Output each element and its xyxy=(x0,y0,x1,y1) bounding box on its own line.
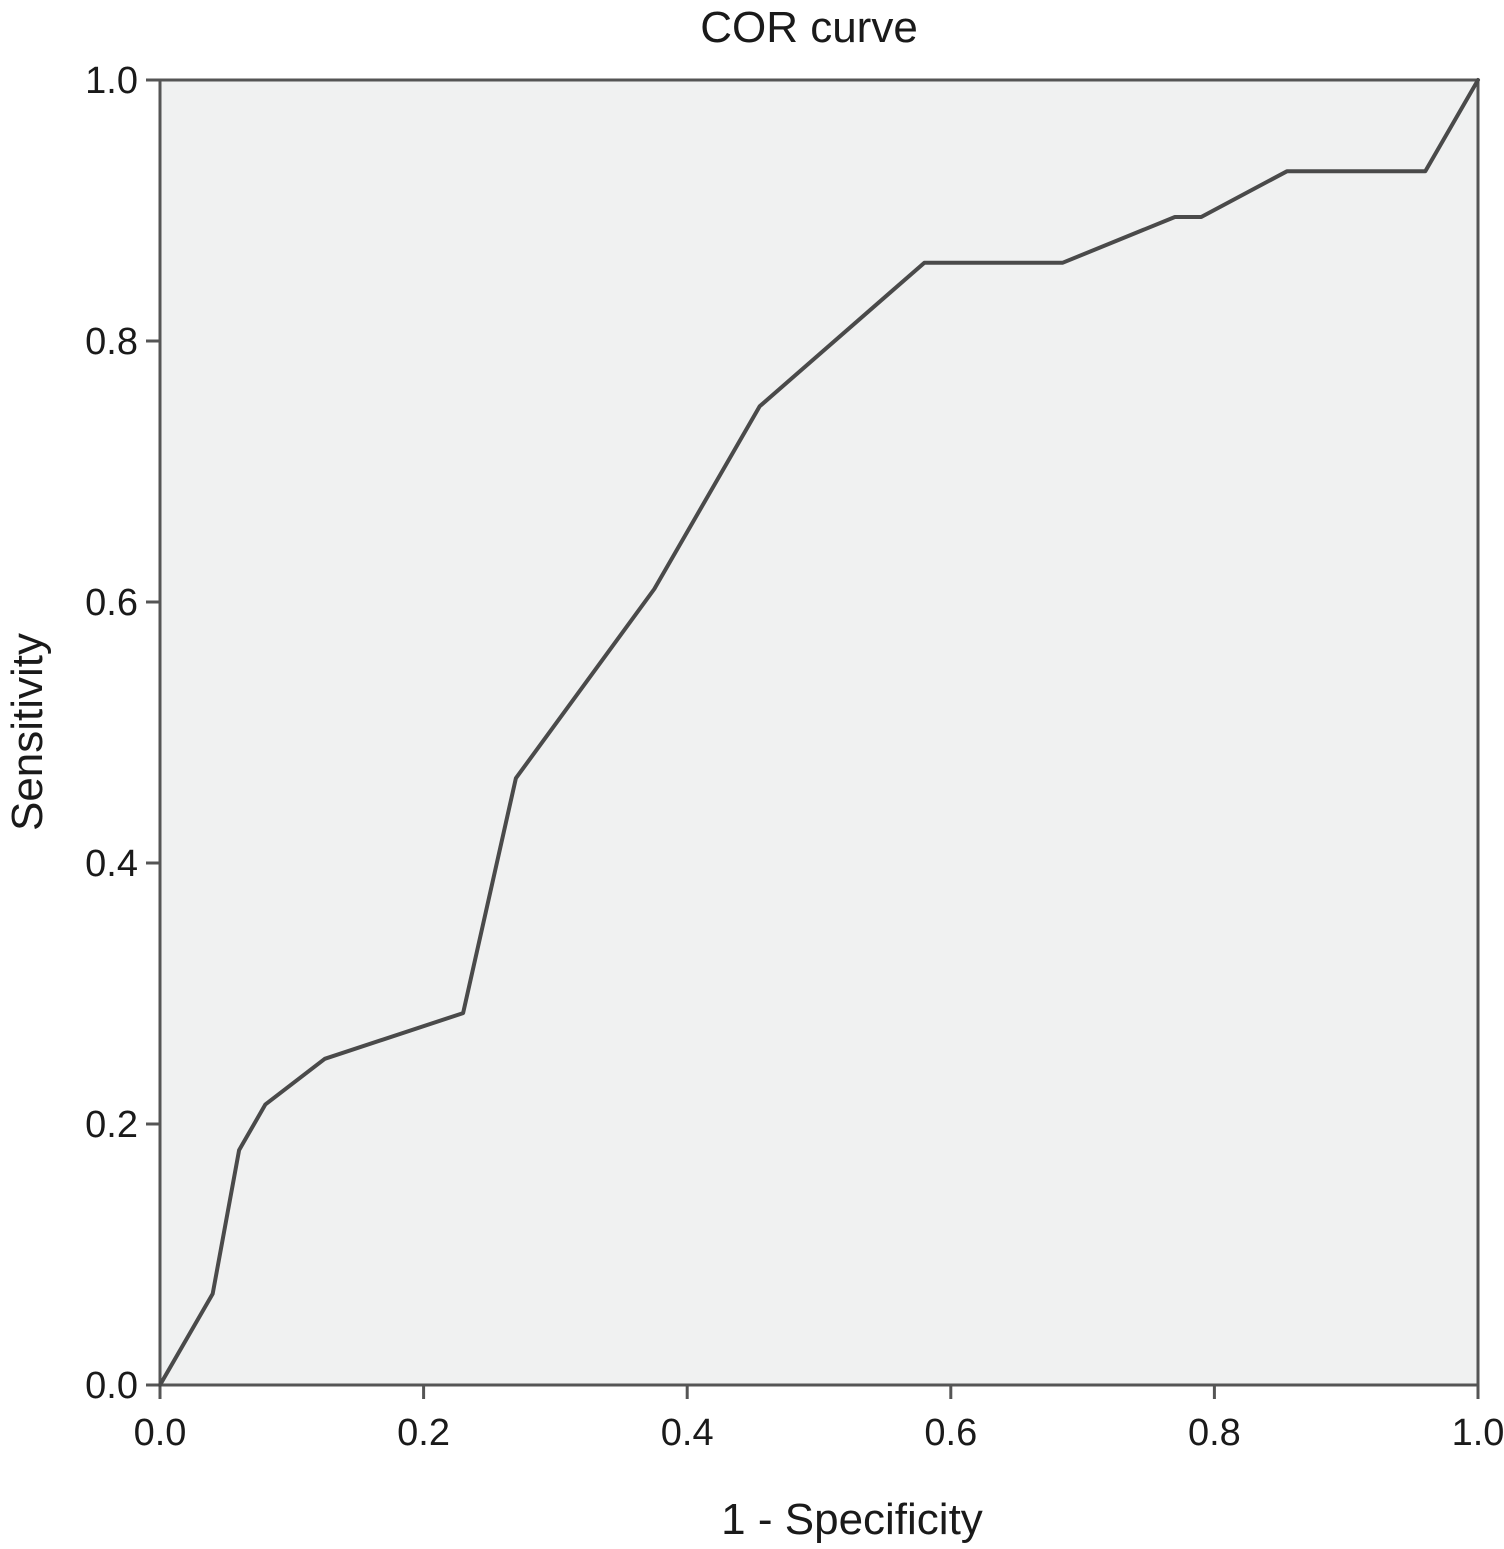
x-tick-label: 0.8 xyxy=(1188,1412,1241,1454)
y-tick-label: 1.0 xyxy=(85,60,138,102)
y-tick-label: 0.4 xyxy=(85,843,138,885)
x-tick-label: 0.6 xyxy=(924,1412,977,1454)
x-tick-label: 0.4 xyxy=(661,1412,714,1454)
roc-curve-line xyxy=(158,78,1480,1387)
y-tick-label: 0.6 xyxy=(85,582,138,624)
x-tick-label: 0.2 xyxy=(397,1412,450,1454)
x-axis-title: 1 - Specificity xyxy=(721,1495,983,1544)
y-tick-label: 0.8 xyxy=(85,321,138,363)
x-tick-label: 0.0 xyxy=(134,1412,187,1454)
series-layer xyxy=(158,78,1480,1387)
y-tick-label: 0.2 xyxy=(85,1104,138,1146)
x-tick-label: 1.0 xyxy=(1452,1412,1504,1454)
y-tick-label: 0.0 xyxy=(85,1365,138,1407)
ticks-layer: 0.0 0.2 0.4 0.6 0.8 1.0 0.0 0.2 0.4 0.6 0.8 1.0 xyxy=(85,60,1504,1454)
y-axis-title: Sensitivity xyxy=(3,633,52,831)
chart-title: COR curve xyxy=(700,3,918,52)
plot-area xyxy=(158,78,1480,1387)
